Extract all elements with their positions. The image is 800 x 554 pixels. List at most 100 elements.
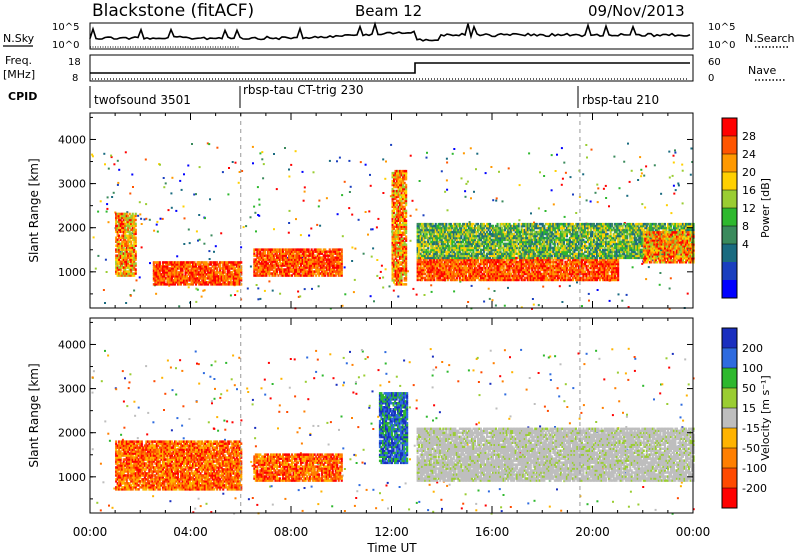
echo-cell: [294, 250, 297, 253]
echo-cell: [397, 195, 400, 199]
echo-cell: [431, 276, 434, 280]
echo-cell: [399, 197, 402, 201]
echo-cell: [238, 267, 241, 270]
echo-cell: [128, 254, 131, 257]
echo-cell: [133, 226, 136, 230]
echo-cell: [289, 264, 292, 267]
echo-cell: [340, 262, 343, 265]
echo-cell: [617, 293, 620, 296]
echo-cell: [195, 271, 198, 274]
echo-cell: [124, 262, 127, 265]
echo-cell: [125, 218, 128, 222]
echo-cell: [391, 233, 394, 236]
echo-cell: [399, 203, 402, 207]
echo-cell: [116, 250, 119, 253]
echo-cell: [338, 156, 341, 159]
echo-cell: [214, 263, 217, 266]
echo-cell: [278, 260, 281, 263]
echo-cell: [304, 268, 307, 271]
freq-tick-bottom: 8: [72, 73, 78, 84]
echo-cell: [299, 234, 302, 237]
echo-cell: [163, 186, 166, 189]
echo-cell: [393, 179, 396, 183]
echo-cell: [131, 224, 134, 228]
echo-cell: [393, 239, 396, 242]
echo-cell: [403, 225, 406, 228]
echo-cell: [118, 226, 121, 230]
echo-cell: [402, 221, 405, 224]
echo-cell: [226, 277, 229, 280]
echo-cell: [394, 267, 397, 270]
echo-cell: [256, 254, 259, 257]
echo-cell: [397, 223, 400, 226]
echo-cell: [318, 274, 321, 277]
echo-cell: [193, 273, 196, 276]
echo-cell: [328, 264, 331, 267]
echo-cell: [207, 281, 210, 284]
echo-cell: [298, 254, 301, 257]
echo-cell: [436, 272, 439, 276]
echo-cell: [295, 218, 297, 221]
echo-cell: [490, 166, 493, 168]
echo-cell: [396, 193, 399, 197]
echo-cell: [113, 163, 116, 166]
echo-cell: [310, 270, 313, 273]
echo-cell: [393, 237, 396, 240]
echo-cell: [315, 266, 318, 269]
echo-cell: [289, 252, 292, 255]
echo-cell: [214, 273, 217, 276]
echo-cell: [217, 279, 220, 282]
echo-cell: [134, 262, 137, 265]
echo-cell: [286, 268, 289, 271]
echo-cell: [310, 268, 313, 271]
echo-cell: [163, 271, 166, 274]
echo-cell: [439, 278, 442, 282]
echo-cell: [170, 283, 173, 286]
echo-cell: [668, 307, 671, 310]
echo-cell: [399, 211, 402, 215]
echo-cell: [307, 264, 310, 267]
echo-cell: [394, 277, 397, 280]
echo-cell: [211, 275, 214, 278]
echo-cell: [222, 281, 225, 284]
echo-cell: [163, 265, 166, 268]
echo-cell: [191, 143, 193, 145]
echo-cell: [403, 223, 406, 226]
echo-cell: [202, 265, 205, 268]
echo-cell: [285, 270, 288, 273]
echo-cell: [258, 214, 261, 217]
echo-cell: [285, 264, 288, 267]
echo-cell: [128, 252, 131, 255]
echo-cell: [271, 272, 274, 275]
echo-cell: [430, 264, 433, 268]
echo-cell: [399, 177, 402, 181]
echo-cell: [430, 258, 433, 262]
echo-cell: [237, 273, 240, 276]
echo-cell: [300, 250, 303, 253]
echo-cell: [257, 274, 260, 277]
echo-cell: [331, 250, 334, 253]
echo-cell: [196, 281, 199, 284]
echo-cell: [198, 267, 201, 270]
echo-cell: [402, 237, 405, 240]
echo-cell: [402, 255, 405, 258]
echo-cell: [99, 200, 102, 203]
echo-cell: [416, 258, 419, 262]
echo-cell: [176, 255, 179, 258]
echo-cell: [256, 268, 259, 271]
echo-cell: [278, 254, 281, 257]
echo-cell: [225, 263, 228, 266]
echo-cell: [397, 219, 400, 222]
echo-cell: [397, 173, 400, 177]
echo-cell: [235, 283, 238, 286]
echo-cell: [312, 256, 315, 259]
echo-cell: [319, 266, 322, 269]
echo-cell: [340, 268, 343, 271]
echo-cell: [310, 256, 313, 259]
echo-cell: [152, 261, 155, 264]
echo-cell: [226, 273, 229, 276]
echo-cell: [572, 193, 574, 196]
echo-cell: [222, 279, 225, 282]
echo-cell: [286, 248, 289, 251]
echo-cell: [125, 224, 128, 228]
